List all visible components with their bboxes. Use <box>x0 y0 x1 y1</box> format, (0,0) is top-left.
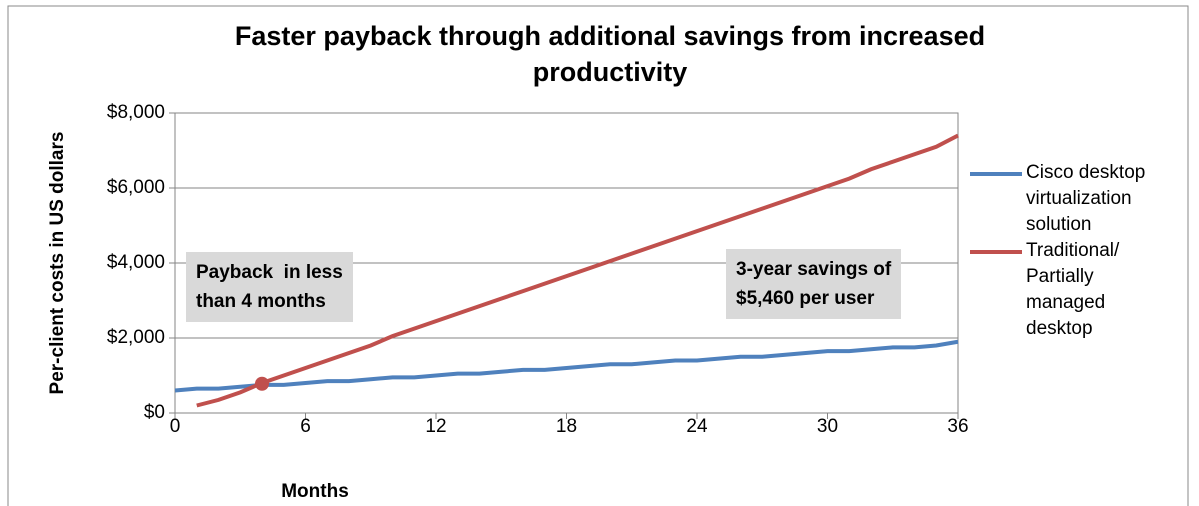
line-series <box>174 339 959 393</box>
x-tick-label: 12 <box>425 416 446 437</box>
y-tick-label: $8,000 <box>107 102 165 123</box>
x-tick-label: 6 <box>300 416 311 437</box>
plot-area <box>174 112 959 414</box>
annotation-line: than 4 months <box>196 291 326 312</box>
y-tick-label: $6,000 <box>107 177 165 198</box>
legend-label: Cisco desktop virtualization solution <box>1026 162 1146 235</box>
legend-swatch <box>970 250 1022 254</box>
payback-point <box>255 376 269 391</box>
x-tick-label: 30 <box>817 416 838 437</box>
annotation-line: 3-year savings of <box>736 259 892 280</box>
x-tick-label: 36 <box>947 416 968 437</box>
y-axis-label: Per-client costs in US dollars <box>47 132 68 395</box>
annotation-line: Payback in less <box>196 262 343 283</box>
x-tick-label: 0 <box>170 416 181 437</box>
annotation: 3-year savings of $5,460 per user <box>726 249 902 319</box>
legend-label: Traditional/ Partially managed desktop <box>1026 240 1120 339</box>
legend-item: Traditional/ Partially managed desktop <box>970 238 1146 342</box>
x-tick-label: 18 <box>556 416 577 437</box>
y-tick-label: $0 <box>144 402 165 423</box>
chart-title: Faster payback through additional saving… <box>234 21 986 87</box>
x-tick-label: 24 <box>686 416 708 437</box>
y-tick-label: $2,000 <box>107 327 165 348</box>
chart-border <box>7 5 1189 506</box>
legend-item: Cisco desktop virtualization solution <box>970 160 1146 238</box>
legend-swatch <box>970 172 1022 176</box>
legend: Cisco desktop virtualization solution Tra… <box>970 160 1180 342</box>
annotation: Payback in less than 4 months <box>186 252 353 322</box>
annotation-line: $5,460 per user <box>736 288 875 309</box>
line-series <box>196 133 959 408</box>
y-tick-label: $4,000 <box>107 252 165 273</box>
x-axis-label: Months <box>281 481 349 502</box>
